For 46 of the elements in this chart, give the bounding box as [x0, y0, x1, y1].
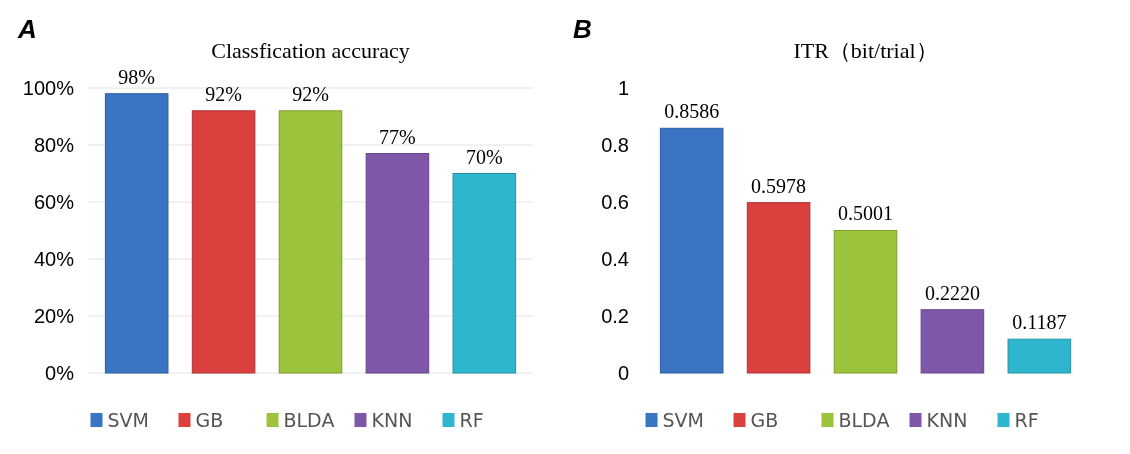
bar: [1007, 338, 1072, 374]
y-tick-label: 0.8: [601, 134, 629, 156]
x-tick-label: RF: [1014, 408, 1039, 431]
bar: [833, 229, 898, 374]
y-tick-label: 1: [617, 77, 629, 99]
data-label: 0.8586: [664, 100, 720, 123]
bar: [920, 309, 985, 374]
y-tick-label: 60%: [33, 191, 75, 213]
y-tick-label: 20%: [33, 305, 75, 327]
x-tick-label: BLDA: [838, 408, 890, 431]
data-label: 0.2220: [924, 281, 980, 304]
chart-title: Classfication accuracy: [211, 38, 410, 63]
x-tick-label: SVM: [107, 408, 149, 431]
data-label: 92%: [292, 82, 329, 105]
bar: [659, 127, 724, 374]
data-label: 0.5001: [838, 202, 893, 225]
x-tick-label: SVM: [662, 408, 704, 431]
y-tick-label: 100%: [22, 77, 75, 99]
bar: [278, 110, 343, 374]
x-tick-label: KNN: [371, 408, 413, 431]
data-label: 0.5978: [751, 174, 807, 197]
y-tick-label: 0%: [45, 362, 75, 384]
x-tick-label: KNN: [926, 408, 968, 431]
y-tick-label: 80%: [33, 134, 75, 156]
text: A: [17, 14, 37, 44]
data-label: 77%: [379, 125, 416, 148]
x-tick-label: GB: [195, 408, 224, 431]
data-label: 92%: [205, 82, 242, 105]
y-tick-label: 40%: [33, 248, 75, 270]
bar: [365, 153, 430, 374]
bar: [452, 173, 517, 374]
data-label: 98%: [118, 65, 156, 88]
y-tick-label: 0: [617, 362, 629, 384]
y-tick-label: 0.2: [601, 305, 629, 327]
data-label: 70%: [465, 145, 503, 168]
y-tick-label: 0.4: [601, 248, 629, 270]
bar: [104, 93, 169, 374]
x-tick-label: RF: [459, 408, 484, 431]
bar: [746, 202, 811, 374]
bar: [191, 110, 256, 374]
text: B: [573, 14, 592, 44]
chart-title: ITR（bit/trial）: [793, 38, 938, 63]
data-label: 0.1187: [1012, 311, 1067, 334]
y-tick-label: 0.6: [601, 191, 629, 213]
x-tick-label: BLDA: [283, 408, 335, 431]
x-tick-label: GB: [750, 408, 779, 431]
